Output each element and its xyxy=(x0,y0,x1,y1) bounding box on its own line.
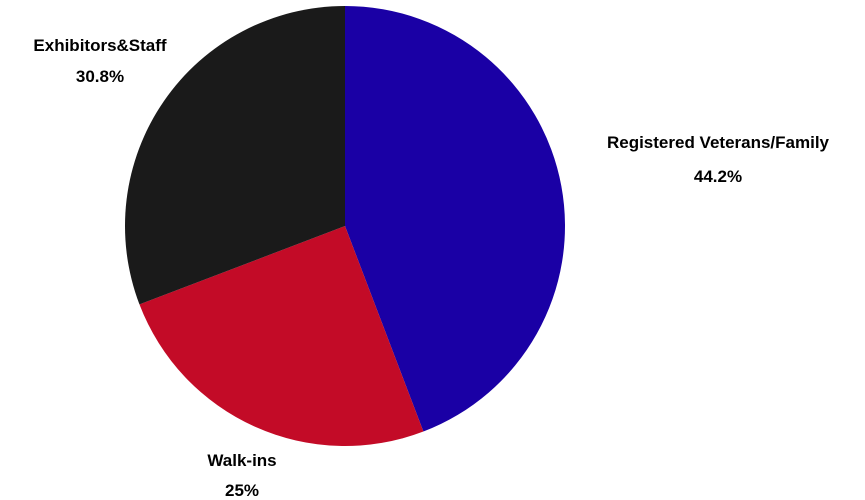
slice-walk-ins xyxy=(139,226,424,446)
slice-percent-exhibitors-staff: 30.8% xyxy=(76,67,124,86)
slice-label-exhibitors-staff: Exhibitors&Staff xyxy=(33,36,167,55)
slice-exhibitors-staff xyxy=(124,6,345,305)
slice-registered-veterans xyxy=(345,6,565,432)
slice-label-walk-ins: Walk-ins xyxy=(207,451,276,470)
pie-slices xyxy=(124,6,565,446)
slice-label-registered-veterans: Registered Veterans/Family xyxy=(607,133,830,152)
slice-percent-registered-veterans: 44.2% xyxy=(694,167,742,186)
slice-percent-walk-ins: 25% xyxy=(225,481,259,500)
